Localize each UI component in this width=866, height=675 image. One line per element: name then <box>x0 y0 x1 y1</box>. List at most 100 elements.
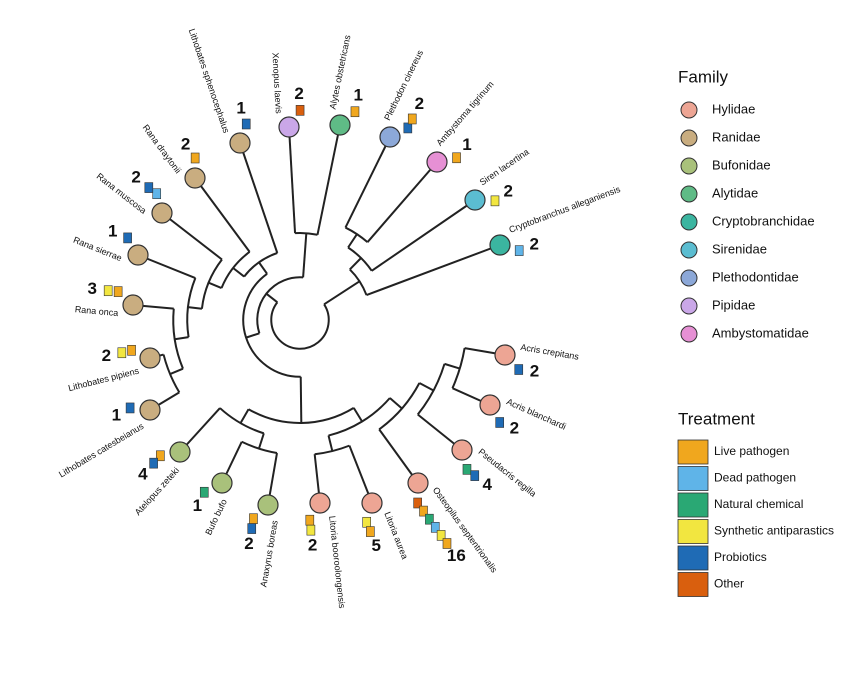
treatment-square <box>470 470 480 481</box>
study-count: 2 <box>131 167 140 186</box>
branch-arc <box>256 276 304 334</box>
treatment-square <box>113 286 123 297</box>
tip-node <box>407 472 429 494</box>
treatment-swatch <box>677 572 709 597</box>
treatment-square <box>413 497 422 509</box>
family-label: Ambystomatidae <box>712 325 809 340</box>
treatment-square <box>366 526 375 537</box>
treatment-square <box>452 152 461 164</box>
species-name: Lithobates pipiens <box>67 366 140 394</box>
tip-node <box>139 347 161 369</box>
treatment-square <box>490 195 500 207</box>
study-count: 1 <box>108 221 117 240</box>
family-label: Sirenidae <box>712 241 767 256</box>
tip-node <box>169 441 191 463</box>
treatment-label: Dead pathogen <box>714 471 796 485</box>
branch-arc <box>451 347 466 389</box>
study-count: 4 <box>483 475 493 494</box>
study-count: 2 <box>530 362 539 381</box>
treatment-square <box>117 347 127 359</box>
study-count: 1 <box>193 496 202 515</box>
family-label: Pipidae <box>712 297 755 312</box>
family-swatch <box>680 185 698 203</box>
species-name: Lithobates sphenocephalus <box>187 27 232 134</box>
branch-arc <box>248 407 355 424</box>
treatment-square <box>123 232 132 244</box>
family-swatch <box>680 325 698 343</box>
family-legend-title: Family <box>678 67 729 86</box>
branch <box>389 397 403 410</box>
treatment-label: Natural chemical <box>714 497 803 511</box>
treatment-square <box>306 524 316 536</box>
treatment-swatch <box>677 492 709 518</box>
branch <box>327 435 334 452</box>
tip-node <box>426 151 448 173</box>
branch <box>299 376 303 424</box>
branch <box>239 408 250 424</box>
species-name: Xenopus laevis <box>270 52 283 114</box>
treatment-swatch <box>677 519 709 544</box>
species-name: Alytes obstetricans <box>328 34 353 110</box>
study-count: 2 <box>294 84 303 103</box>
treatment-label: Synthetic antiparastics <box>714 524 834 538</box>
tip-node <box>361 492 383 514</box>
tip-node <box>464 189 486 211</box>
treatment-square <box>199 486 209 498</box>
tip-node <box>489 234 511 256</box>
treatment-square <box>249 513 258 525</box>
branch <box>258 261 268 275</box>
study-count: 2 <box>503 181 512 200</box>
treatment-square <box>350 106 360 118</box>
study-count: 1 <box>112 406 121 425</box>
family-label: Alytidae <box>712 185 758 200</box>
study-count: 4 <box>138 464 148 483</box>
branch <box>265 292 278 304</box>
legend: Family Treatment Hylidae Ranidae Bufonidae… <box>677 67 834 597</box>
species-name: Litoria booroolongensis <box>327 515 347 609</box>
branch <box>169 367 184 375</box>
species-name: Lithobates catesbeianus <box>57 421 146 480</box>
treatment-square <box>403 122 413 134</box>
species-name: Litoria aurea <box>382 510 410 560</box>
branch <box>194 177 251 253</box>
family-label: Hylidae <box>712 101 755 116</box>
study-count: 2 <box>510 419 519 438</box>
treatment-square <box>305 514 315 526</box>
family-swatch <box>680 157 698 175</box>
tip-node <box>127 244 149 266</box>
tip-node <box>229 132 251 154</box>
study-count: 2 <box>181 135 190 154</box>
treatment-square <box>514 245 524 256</box>
family-swatch <box>680 241 698 259</box>
study-count: 2 <box>308 536 317 555</box>
treatment-square <box>495 417 505 428</box>
study-count: 2 <box>415 94 424 113</box>
species-name: Bufo bufo <box>203 498 229 537</box>
tip-node <box>329 114 351 136</box>
tip-node <box>451 439 473 461</box>
treatment-square <box>144 182 154 193</box>
tip-node <box>151 202 173 224</box>
treatment-label: Probiotics <box>714 550 767 564</box>
study-count: 3 <box>88 279 97 298</box>
branch <box>232 267 245 278</box>
branch <box>245 332 260 339</box>
treatment-square <box>419 505 428 517</box>
study-count: 2 <box>529 234 538 253</box>
branch <box>371 199 476 272</box>
tip-node <box>257 494 279 516</box>
branch <box>258 433 265 449</box>
branch <box>444 362 461 370</box>
treatment-square <box>103 285 113 297</box>
treatment-square <box>295 105 305 116</box>
treatment-swatch <box>677 439 709 465</box>
tip-node <box>184 167 206 189</box>
treatment-label: Live pathogen <box>714 444 789 458</box>
study-count: 16 <box>447 546 466 565</box>
treatment-square <box>407 113 417 125</box>
treatment-square <box>190 152 200 164</box>
tip-node <box>379 126 401 148</box>
species-name: Cryptobranchus alleganiensis <box>508 184 623 235</box>
